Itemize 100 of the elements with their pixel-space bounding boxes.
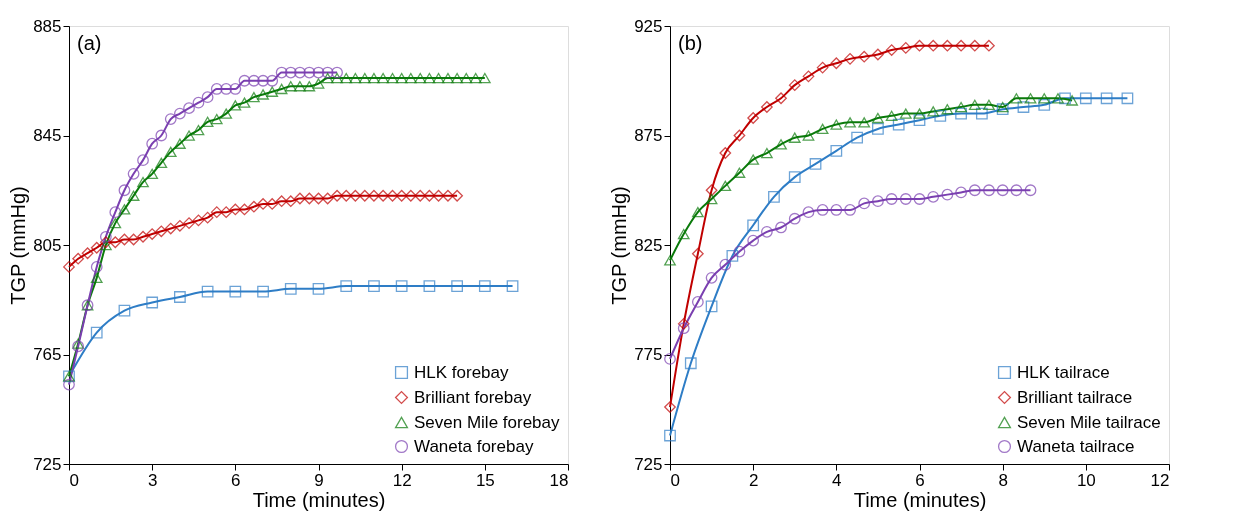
point	[275, 195, 288, 208]
y-tick-label: 725	[634, 454, 663, 474]
point	[192, 124, 205, 136]
point	[146, 228, 159, 240]
point	[284, 195, 297, 208]
point	[1079, 92, 1092, 105]
point	[830, 144, 843, 157]
point	[955, 186, 967, 199]
point	[63, 261, 75, 273]
point	[844, 204, 856, 216]
point	[691, 206, 704, 218]
point	[414, 72, 427, 84]
point	[1038, 93, 1051, 104]
point	[284, 81, 297, 92]
point	[155, 225, 168, 238]
point	[913, 114, 926, 127]
point	[72, 338, 85, 349]
point	[705, 184, 718, 197]
legend-label: HLK tailrace	[1017, 362, 1110, 382]
point	[248, 91, 260, 103]
point	[830, 204, 843, 216]
point	[451, 189, 464, 202]
legend-label: Brilliant tailrace	[1017, 387, 1133, 407]
point	[404, 72, 417, 84]
point	[478, 72, 491, 84]
point	[395, 189, 408, 202]
point	[506, 280, 519, 292]
point	[941, 104, 954, 115]
point	[816, 123, 829, 135]
y-axis-title: TGP (mmHg)	[7, 186, 30, 305]
point	[872, 123, 884, 135]
point	[816, 204, 829, 216]
y-tick-label: 805	[33, 235, 62, 255]
point	[1024, 184, 1037, 197]
point	[955, 39, 967, 52]
point	[109, 236, 122, 249]
point	[775, 221, 787, 234]
point	[968, 39, 981, 52]
point	[761, 101, 773, 113]
point	[927, 39, 940, 52]
point	[183, 217, 195, 229]
point	[99, 230, 112, 243]
point	[761, 225, 773, 238]
y-tick-label: 845	[33, 126, 62, 145]
point	[312, 282, 325, 295]
point	[899, 42, 912, 54]
point	[788, 212, 801, 225]
point	[127, 190, 140, 201]
point	[451, 72, 464, 84]
point	[761, 147, 773, 159]
point	[349, 189, 362, 202]
point	[872, 195, 884, 208]
y-tick-label: 885	[33, 16, 62, 36]
point	[118, 184, 131, 197]
point	[368, 280, 380, 292]
point	[331, 66, 343, 79]
point	[442, 189, 454, 202]
annotation: (b)	[678, 32, 703, 54]
point	[349, 72, 362, 84]
point	[664, 353, 676, 365]
point	[238, 97, 251, 108]
legend-label: Waneta tailrace	[1017, 436, 1135, 456]
point	[201, 116, 214, 127]
point	[726, 250, 739, 262]
point	[1066, 95, 1078, 106]
point	[386, 72, 399, 84]
point	[275, 66, 288, 79]
point	[899, 108, 912, 119]
point	[164, 222, 177, 235]
point	[257, 89, 269, 100]
legend-label: Brilliant forebay	[414, 387, 532, 407]
point	[664, 255, 676, 266]
point	[257, 74, 269, 87]
x-tick-label: 10	[1076, 470, 1096, 490]
point	[90, 326, 103, 339]
point	[229, 83, 242, 95]
point	[747, 154, 760, 165]
point	[1052, 93, 1064, 104]
point	[395, 280, 408, 292]
point	[395, 72, 408, 84]
point	[238, 203, 251, 216]
point	[1038, 98, 1051, 111]
point	[340, 189, 353, 202]
point	[294, 66, 306, 79]
point	[913, 39, 926, 52]
point	[927, 190, 940, 203]
point	[183, 130, 195, 141]
point	[1010, 93, 1023, 104]
point	[294, 192, 306, 205]
point	[137, 176, 149, 188]
point	[747, 234, 760, 247]
point	[451, 280, 464, 292]
point	[844, 52, 856, 65]
point	[858, 117, 871, 128]
point	[146, 137, 159, 150]
point	[192, 96, 205, 109]
point	[303, 66, 316, 79]
point	[733, 129, 746, 142]
point	[899, 193, 912, 205]
point	[173, 138, 186, 149]
